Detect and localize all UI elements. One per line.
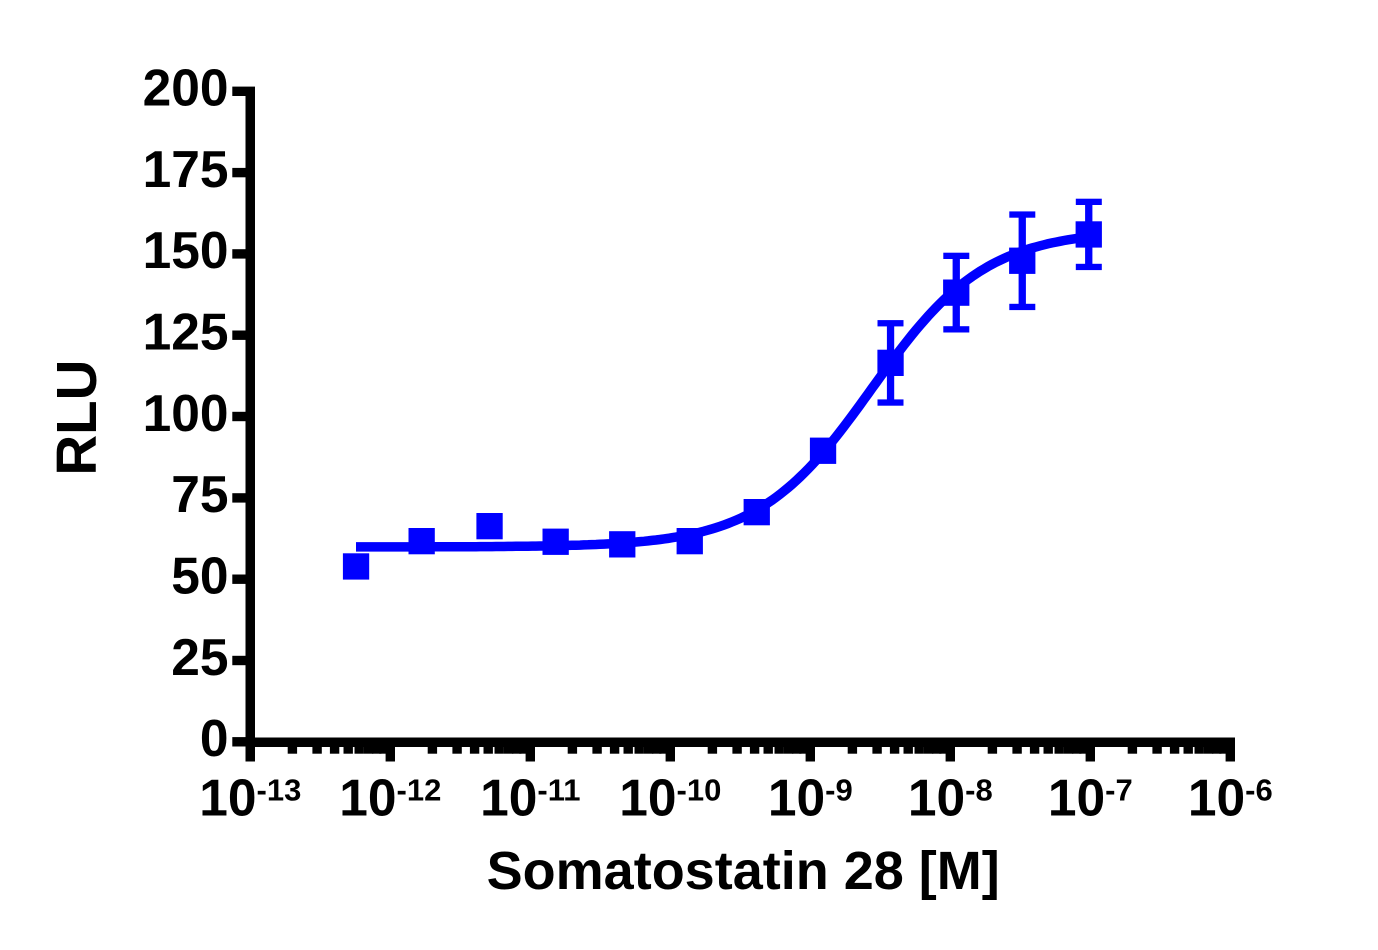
svg-text:0: 0 [200,709,229,767]
svg-text:25: 25 [171,628,228,686]
svg-text:150: 150 [143,221,229,279]
svg-text:RLU: RLU [45,360,108,476]
svg-text:Somatostatin 28 [M]: Somatostatin 28 [M] [487,841,1000,901]
svg-text:50: 50 [171,547,228,605]
svg-text:75: 75 [171,465,228,523]
svg-text:175: 175 [143,140,229,198]
svg-text:200: 200 [143,59,229,117]
svg-text:10-10: 10-10 [619,768,721,826]
svg-text:125: 125 [143,303,229,361]
svg-text:100: 100 [143,384,229,442]
svg-text:10-9: 10-9 [768,768,853,826]
